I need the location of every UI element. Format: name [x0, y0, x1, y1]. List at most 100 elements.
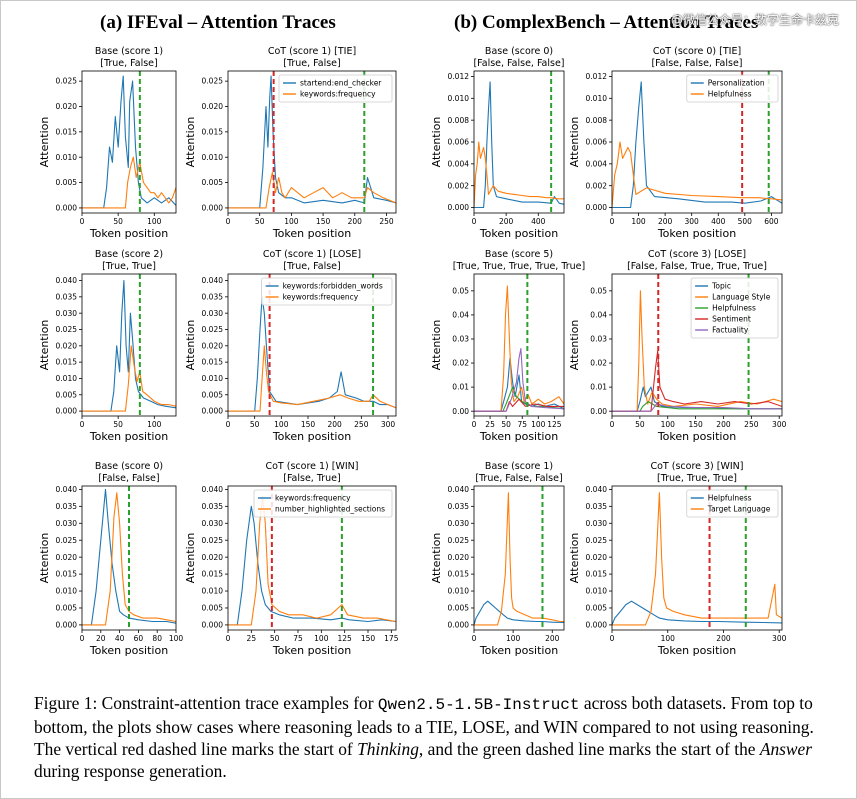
- chart-subtitle: [True, False]: [283, 261, 340, 272]
- legend-box: [278, 74, 393, 103]
- x-tick-label: 100: [661, 420, 676, 429]
- y-tick-label: 0.030: [448, 519, 470, 528]
- y-tick-label: 0.012: [586, 72, 608, 81]
- legend-label: Helpfulness: [708, 90, 752, 99]
- legend: Helpfulness Target Language: [686, 489, 779, 518]
- y-tick-label: 0.03: [590, 335, 607, 344]
- y-tick-label: 0.020: [448, 553, 470, 562]
- x-tick-label: 100: [147, 420, 162, 429]
- chart-subtitle: [True, False]: [100, 58, 157, 69]
- y-axis-label: Attention: [38, 117, 51, 168]
- y-tick-label: 0.005: [56, 178, 78, 187]
- y-tick-label: 0.00: [452, 407, 469, 416]
- series-line-1: [612, 492, 782, 626]
- series-group: [228, 296, 396, 412]
- chart-ife_cot_1: CoT (score 1) [TIE][True, False] 0 50 100 15…: [184, 46, 397, 240]
- legend-label: Helpfulness: [708, 494, 752, 503]
- chart-cb_cot_3_win: CoT (score 3) [WIN][True, True, True] 0 10…: [568, 461, 787, 657]
- y-tick-label: 0.010: [202, 374, 224, 383]
- series-line-0: [612, 81, 782, 209]
- series-line-1: [82, 156, 176, 209]
- y-tick-label: 0.000: [56, 407, 78, 416]
- plot-frame: [81, 485, 177, 631]
- chart-title: CoT (score 1) [WIN]: [265, 461, 358, 472]
- series-line-4: [474, 348, 564, 412]
- chart-subtitle: [False, False, False]: [473, 58, 564, 69]
- plot-frame: [473, 273, 565, 417]
- x-tick-label: 300: [685, 217, 700, 226]
- y-axis-label: Attention: [184, 320, 197, 371]
- caption-answer: Answer: [759, 739, 813, 759]
- x-tick-label: 0: [226, 634, 231, 643]
- y-tick-label: 0.040: [586, 485, 608, 494]
- x-tick-label: 100: [147, 217, 162, 226]
- plot-frame: [611, 485, 783, 631]
- y-tick-label: 0.005: [56, 604, 78, 613]
- y-tick-label: 0.010: [448, 94, 470, 103]
- x-tick-label: 600: [764, 217, 779, 226]
- y-tick-label: 0.015: [56, 127, 78, 136]
- caption-model: Qwen2.5-1.5B-Instruct: [377, 696, 580, 714]
- x-tick-label: 125: [547, 420, 562, 429]
- y-tick-label: 0.05: [590, 286, 607, 295]
- y-tick-label: 0.015: [202, 358, 224, 367]
- y-tick-label: 0.020: [202, 553, 224, 562]
- y-tick-label: 0.010: [56, 587, 78, 596]
- x-tick-label: 100: [631, 217, 646, 226]
- x-tick-label: 0: [80, 634, 85, 643]
- series-line-1: [228, 171, 396, 209]
- x-tick-label: 200: [545, 634, 560, 643]
- chart-subtitle: [False, False]: [98, 473, 159, 484]
- y-tick-label: 0.025: [202, 325, 224, 334]
- caption-text: across both datasets. From top to bottom…: [34, 693, 814, 759]
- x-tick-label: 150: [316, 217, 331, 226]
- legend-label: Factuality: [712, 326, 749, 335]
- y-tick-label: 0.010: [586, 94, 608, 103]
- caption-text: during response generation.: [34, 761, 227, 781]
- y-tick-label: 0.01: [590, 383, 607, 392]
- y-tick-label: 0.030: [56, 309, 78, 318]
- x-tick-label: 400: [531, 217, 546, 226]
- y-tick-label: 0.040: [202, 276, 224, 285]
- legend-label: keywords:frequency: [275, 494, 351, 503]
- legend: Topic Language Style Helpfulness Sentiment F…: [690, 277, 779, 339]
- figure-plots: Base (score 1)[True, False]0 50 1000.0000.…: [38, 46, 787, 657]
- y-tick-label: 0.030: [202, 519, 224, 528]
- x-tick-label: 75: [293, 634, 303, 643]
- x-tick-label: 100: [284, 217, 299, 226]
- x-tick-label: 50: [501, 420, 511, 429]
- y-tick-label: 0.035: [586, 502, 608, 511]
- plot-frame: [227, 485, 397, 631]
- chart-subtitle: [True, True, True]: [657, 473, 737, 484]
- x-tick-label: 0: [472, 420, 477, 429]
- x-tick-label: 200: [716, 420, 731, 429]
- chart-subtitle: [True, False]: [283, 58, 340, 69]
- y-tick-label: 0.01: [452, 383, 469, 392]
- chart-title: Base (score 5): [485, 249, 553, 260]
- chart-subtitle: [False, False, True, True, True]: [627, 261, 767, 272]
- x-axis-label: Token position: [272, 644, 351, 657]
- group-title-ifeval: (a) IFEval – Attention Traces: [100, 12, 336, 33]
- y-tick-label: 0.004: [448, 159, 470, 168]
- legend-box: [686, 489, 779, 518]
- chart-title: CoT (score 0) [TIE]: [653, 46, 741, 57]
- x-tick-label: 200: [328, 420, 343, 429]
- x-tick-label: 400: [711, 217, 726, 226]
- series-group: [82, 279, 176, 412]
- x-tick-label: 125: [338, 634, 353, 643]
- x-axis-label: Token position: [272, 430, 351, 443]
- series-line-0: [82, 75, 176, 209]
- x-tick-label: 300: [772, 420, 787, 429]
- x-axis-label: Token position: [479, 227, 558, 240]
- group-title-complexbench: (b) ComplexBench – Attention Traces: [454, 12, 759, 33]
- y-axis-label: Attention: [184, 533, 197, 584]
- legend-label: Sentiment: [712, 315, 751, 324]
- series-line-0: [82, 279, 176, 412]
- series-group: [82, 75, 176, 209]
- y-tick-label: 0.04: [590, 311, 607, 320]
- legend-box: [686, 74, 779, 103]
- y-tick-label: 0.008: [586, 116, 608, 125]
- y-tick-label: 0.005: [586, 604, 608, 613]
- y-tick-label: 0.000: [202, 204, 224, 213]
- chart-ife_cot_1_win: CoT (score 1) [WIN][False, True] 0 25 50 75 1…: [184, 461, 399, 657]
